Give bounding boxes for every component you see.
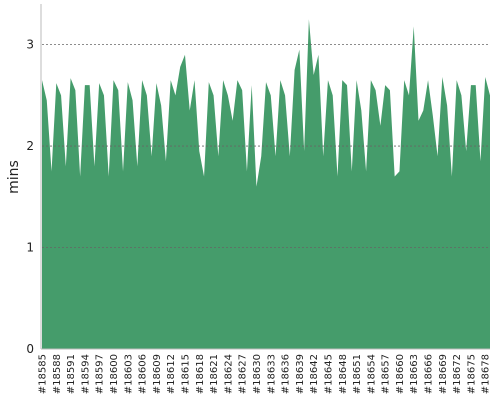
x-tick-label: #18636 — [281, 354, 292, 394]
x-tick-label: #18621 — [209, 354, 220, 394]
x-tick-label: #18618 — [195, 354, 206, 394]
x-tick-label: #18630 — [252, 354, 263, 394]
x-tick-label: #18669 — [438, 354, 449, 394]
x-tick-label: #18660 — [395, 354, 406, 394]
x-tick-label: #18663 — [409, 354, 420, 394]
x-tick-label: #18612 — [166, 354, 177, 394]
x-tick-label: #18600 — [109, 354, 120, 394]
x-tick-label: #18597 — [95, 354, 106, 394]
x-tick-label: #18606 — [138, 354, 149, 394]
x-tick-label: #18633 — [266, 354, 277, 394]
x-tick-label: #18675 — [466, 354, 477, 394]
x-tick-label: #18603 — [123, 354, 134, 394]
x-tick-label: #18585 — [38, 354, 49, 394]
y-axis-label: mins — [6, 160, 22, 194]
x-tick-label: #18624 — [223, 354, 234, 394]
x-tick-label: #18678 — [481, 354, 492, 394]
x-tick-label: #18594 — [80, 354, 91, 394]
y-tick-label: 3 — [26, 38, 34, 52]
y-tick-label: 0 — [26, 342, 34, 356]
x-tick-label: #18639 — [295, 354, 306, 394]
x-tick-label: #18672 — [452, 354, 463, 394]
x-tick-label: #18654 — [366, 354, 377, 394]
x-tick-label: #18588 — [52, 354, 63, 394]
x-tick-label: #18666 — [424, 354, 435, 394]
x-tick-label: #18627 — [238, 354, 249, 394]
y-tick-label: 1 — [26, 241, 34, 255]
x-tick-label: #18657 — [381, 354, 392, 394]
area — [42, 19, 490, 350]
y-tick-label: 2 — [26, 139, 34, 153]
x-tick-label: #18615 — [180, 354, 191, 394]
x-tick-label: #18645 — [323, 354, 334, 394]
x-tick-label: #18609 — [152, 354, 163, 394]
x-tick-label: #18651 — [352, 354, 363, 394]
x-tick-label: #18591 — [66, 354, 77, 394]
x-tick-label: #18648 — [338, 354, 349, 394]
x-tick-label: #18642 — [309, 354, 320, 394]
